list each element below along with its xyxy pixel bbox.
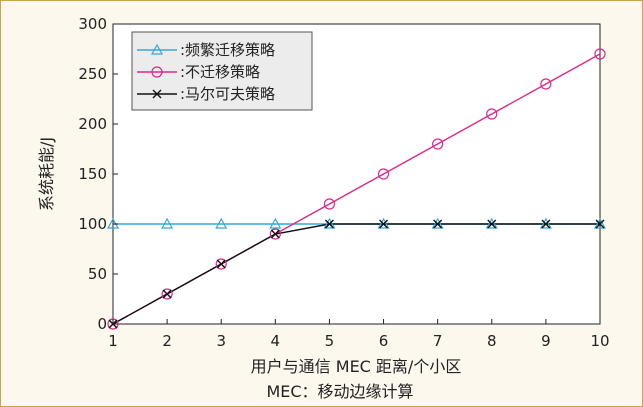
legend: :频繁迁移策略 :不迁移策略 :马尔可夫策略 <box>131 31 313 111</box>
legend-items: :频繁迁移策略 :不迁移策略 :马尔可夫策略 <box>137 41 275 103</box>
x-tick-label: 2 <box>162 332 172 350</box>
data-point <box>269 217 282 229</box>
data-point <box>486 108 498 120</box>
data-point <box>324 219 334 229</box>
y-axis-label: 系统耗能/J <box>37 137 56 211</box>
data-point <box>269 228 281 240</box>
y-tick-label: 0 <box>97 315 107 333</box>
legend-label: :频繁迁移策略 <box>180 41 275 59</box>
legend-item: :频繁迁移策略 <box>137 41 275 59</box>
data-point <box>379 219 389 229</box>
data-point <box>432 138 444 150</box>
data-point <box>541 219 551 229</box>
y-tick-label: 250 <box>78 65 107 83</box>
x-tick-label: 9 <box>541 332 551 350</box>
data-point <box>594 48 606 60</box>
x-tick-label: 1 <box>108 332 118 350</box>
y-tick-label: 100 <box>78 215 107 233</box>
data-point <box>540 78 552 90</box>
data-point <box>433 219 443 229</box>
y-tick-label: 200 <box>78 115 107 133</box>
series-markers <box>108 219 605 329</box>
x-tick-label: 3 <box>216 332 226 350</box>
x-axis-label: 用户与通信 MEC 距离/个小区 <box>251 357 462 376</box>
x-tick-label: 6 <box>379 332 389 350</box>
legend-item: :马尔可夫策略 <box>137 85 275 103</box>
data-point <box>270 229 280 239</box>
data-point <box>162 289 172 299</box>
data-point <box>215 258 227 270</box>
x-tick-label: 4 <box>271 332 281 350</box>
y-tick-label: 300 <box>78 15 107 33</box>
legend-label: :不迁移策略 <box>180 63 260 81</box>
data-point <box>161 217 174 229</box>
legend-item: :不迁移策略 <box>137 63 260 81</box>
x-tick-label: 10 <box>590 332 609 350</box>
y-tick-label: 50 <box>88 265 107 283</box>
data-point <box>323 217 336 229</box>
chart-caption: MEC：移动边缘计算 <box>266 382 413 401</box>
data-point <box>487 219 497 229</box>
data-point <box>377 168 390 180</box>
x-tick-label: 7 <box>433 332 443 350</box>
data-point <box>152 89 162 99</box>
data-point <box>485 217 498 229</box>
x-tick-label: 5 <box>325 332 335 350</box>
x-tick-label: 8 <box>487 332 497 350</box>
data-point <box>150 43 164 55</box>
data-point <box>595 219 605 229</box>
data-point <box>323 198 336 210</box>
data-point <box>377 217 390 229</box>
legend-label: :马尔可夫策略 <box>180 85 275 103</box>
series <box>112 223 600 325</box>
data-point <box>216 259 226 269</box>
data-point <box>593 217 607 229</box>
series-markers <box>107 48 606 330</box>
series-line <box>112 223 600 325</box>
data-point <box>161 288 173 300</box>
y-tick-label: 150 <box>78 165 107 183</box>
data-point <box>539 217 552 229</box>
data-point <box>151 66 163 78</box>
data-point <box>431 217 444 229</box>
data-point <box>215 217 228 229</box>
